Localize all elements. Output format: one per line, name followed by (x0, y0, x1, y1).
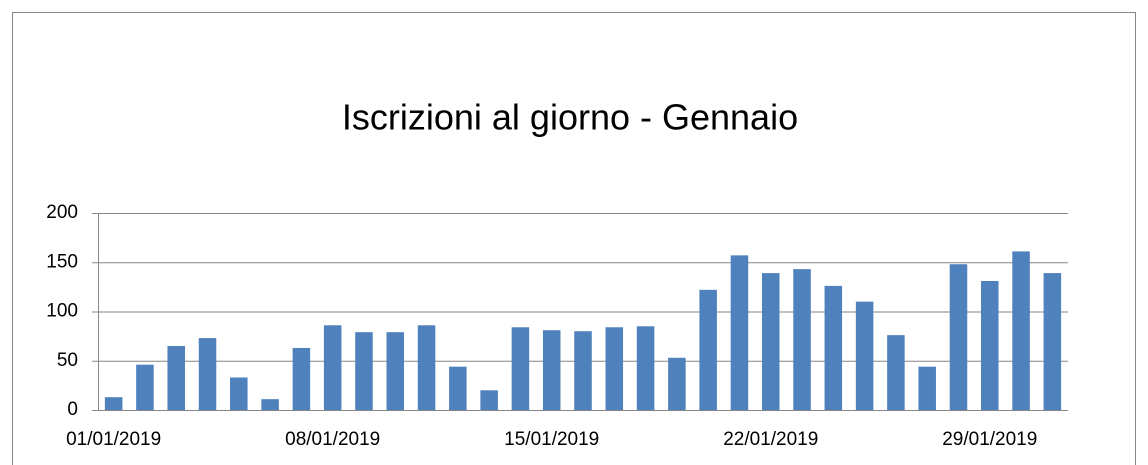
x-tick-label: 29/01/2019 (942, 429, 1037, 450)
y-tick-label: 50 (57, 350, 78, 371)
y-tick-label: 200 (46, 202, 78, 223)
x-tick-label: 22/01/2019 (723, 429, 818, 450)
bar (323, 325, 342, 410)
y-tick-label: 150 (46, 251, 78, 272)
bar (699, 289, 717, 410)
x-tick-label: 15/01/2019 (504, 429, 599, 450)
bar (355, 332, 373, 410)
bar (511, 327, 530, 410)
bar (605, 327, 624, 410)
bar (981, 280, 999, 410)
bar (104, 397, 123, 410)
x-tick-label: 01/01/2019 (66, 429, 161, 450)
bar (167, 345, 185, 410)
x-tick-label: 08/01/2019 (285, 429, 380, 450)
bar (136, 364, 154, 410)
bar (918, 366, 936, 410)
bar (480, 390, 498, 410)
bar (230, 377, 248, 410)
y-tick-label: 100 (46, 301, 78, 322)
bar (198, 338, 217, 410)
bar (793, 269, 811, 410)
bar (887, 335, 905, 410)
bar (261, 399, 279, 410)
bar (949, 264, 968, 410)
bar (1043, 273, 1062, 410)
bar (417, 325, 436, 410)
bar (730, 255, 749, 410)
y-tick-label: 0 (67, 399, 78, 420)
chart-title: Iscrizioni al giorno - Gennaio (342, 97, 798, 138)
bar (542, 330, 561, 410)
bar (386, 332, 405, 410)
bar (574, 331, 592, 410)
bar (636, 326, 655, 410)
bar (761, 273, 780, 410)
bar (449, 366, 467, 410)
bar (824, 285, 843, 410)
bar (1012, 251, 1030, 410)
bar (292, 347, 311, 410)
bar (668, 357, 686, 410)
bar (855, 301, 874, 410)
